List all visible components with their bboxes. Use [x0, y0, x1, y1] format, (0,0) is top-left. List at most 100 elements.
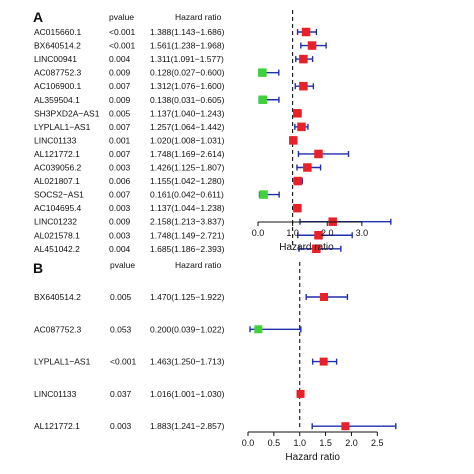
hazard-ratio-cell: 1.561(1.238−1.968)	[150, 41, 225, 51]
pvalue-cell: 0.003	[110, 421, 132, 431]
gene-label: AL121772.1	[34, 149, 80, 159]
hazard-ratio-point	[258, 68, 267, 77]
pvalue-cell: 0.003	[109, 163, 131, 173]
hazard-ratio-cell: 0.161(0.042−0.611)	[150, 190, 224, 200]
gene-label: AL121772.1	[34, 421, 80, 431]
pvalue-cell: 0.037	[110, 389, 132, 399]
panel-letter: A	[33, 9, 43, 25]
gene-label: LYPLAL1−AS1	[34, 122, 91, 132]
hazard-ratio-cell: 1.748(1.149−2.721)	[150, 230, 225, 240]
gene-label: AL359504.1	[34, 95, 80, 105]
pvalue-cell: 0.053	[110, 324, 132, 334]
gene-label: AC106900.1	[34, 81, 82, 91]
hazard-ratio-cell: 1.311(1.091−1.577)	[150, 54, 224, 64]
pvalue-cell: 0.005	[110, 292, 132, 302]
gene-label: AC104695.4	[34, 203, 82, 213]
x-tick-label: 1.0	[286, 228, 299, 238]
hazard-ratio-point	[299, 54, 308, 64]
pvalue-cell: 0.006	[109, 176, 131, 186]
gene-label: LINC01133	[34, 389, 77, 399]
gene-label: AC039056.2	[34, 163, 82, 173]
hazard-ratio-cell: 1.257(1.064−1.442)	[150, 122, 225, 132]
hazard-ratio-point	[296, 389, 305, 398]
x-axis-title: Hazard ratio	[279, 242, 334, 253]
gene-label: AL021807.1	[34, 176, 80, 186]
hazard-ratio-cell: 1.155(1.042−1.280)	[150, 176, 225, 186]
hazard-ratio-cell: 1.137(1.044−1.238)	[150, 203, 225, 213]
gene-label: LINC01232	[34, 217, 77, 227]
pvalue-cell: 0.007	[109, 190, 131, 200]
pvalue-header: pvalue	[109, 12, 134, 22]
hazard-ratio-point	[299, 81, 308, 91]
hazard-ratio-point	[307, 41, 317, 50]
hazard-ratio-point	[320, 293, 329, 301]
gene-label: AL451042.2	[34, 244, 80, 254]
hazard-ratio-cell: 1.016(1.001−1.030)	[150, 389, 225, 399]
pvalue-cell: 0.007	[109, 149, 131, 159]
pvalue-cell: 0.009	[109, 95, 131, 105]
pvalue-cell: 0.007	[109, 122, 131, 132]
hazard-ratio-cell: 1.312(1.076−1.600)	[150, 81, 225, 91]
panel-letter: B	[33, 260, 43, 276]
pvalue-cell: 0.007	[109, 81, 131, 91]
pvalue-cell: 0.004	[109, 244, 131, 254]
x-tick-label: 2.0	[345, 438, 358, 448]
x-tick-label: 3.0	[356, 228, 369, 238]
hazard-ratio-header: Hazard ratio	[175, 12, 222, 22]
hazard-ratio-cell: 1.883(1.241−2.857)	[150, 421, 225, 431]
pvalue-cell: 0.003	[109, 203, 131, 213]
x-axis-title: Hazard ratio	[285, 452, 340, 463]
gene-label: AC015660.1	[34, 27, 82, 37]
hazard-ratio-point	[293, 203, 302, 213]
gene-label: LINC01133	[34, 135, 77, 145]
gene-label: AC087752.3	[34, 324, 82, 334]
gene-label: SH3PXD2A−AS1	[34, 108, 100, 118]
hazard-ratio-cell: 0.138(0.031−0.605)	[150, 95, 225, 105]
pvalue-cell: 0.005	[109, 108, 131, 118]
pvalue-cell: <0.001	[109, 27, 136, 37]
hazard-ratio-cell: 1.426(1.125−1.807)	[150, 163, 225, 173]
gene-label: AL021578.1	[34, 230, 80, 240]
hazard-ratio-point	[293, 109, 302, 118]
x-tick-label: 1.5	[319, 438, 332, 448]
hazard-ratio-cell: 1.470(1.125−1.922)	[150, 292, 225, 302]
hazard-ratio-cell: 1.748(1.169−2.614)	[150, 149, 225, 159]
x-tick-label: 0.5	[268, 438, 281, 448]
pvalue-cell: 0.009	[109, 68, 131, 78]
hazard-ratio-point	[289, 136, 298, 145]
x-tick-label: 0.0	[252, 228, 265, 238]
gene-label: LYPLAL1−AS1	[34, 357, 91, 367]
gene-label: LINC00941	[34, 54, 77, 64]
x-tick-label: 0.0	[242, 438, 255, 448]
hazard-ratio-point	[303, 163, 312, 172]
pvalue-cell: 0.003	[109, 230, 131, 240]
pvalue-cell: <0.001	[109, 41, 136, 51]
x-tick-label: 2.5	[371, 438, 384, 448]
hazard-ratio-cell: 0.200(0.039−1.022)	[150, 324, 225, 334]
hazard-ratio-point	[297, 122, 306, 132]
gene-label: AC087752.3	[34, 68, 82, 78]
hazard-ratio-point	[314, 231, 323, 240]
x-tick-label: 1.0	[293, 438, 306, 448]
hazard-ratio-point	[341, 422, 350, 431]
hazard-ratio-cell: 1.463(1.250−1.713)	[150, 357, 225, 367]
pvalue-header: pvalue	[110, 260, 135, 270]
hazard-ratio-point	[312, 244, 321, 254]
gene-label: SOCS2−AS1	[34, 190, 84, 200]
pvalue-cell: 0.009	[109, 217, 131, 227]
hazard-ratio-point	[314, 149, 323, 159]
gene-label: BX640514.2	[34, 292, 81, 302]
pvalue-cell: <0.001	[110, 357, 137, 367]
hazard-ratio-cell: 1.020(1.008−1.031)	[150, 135, 225, 145]
hazard-ratio-cell: 0.128(0.027−0.600)	[150, 68, 225, 78]
hazard-ratio-point	[259, 190, 268, 199]
gene-label: BX640514.2	[34, 41, 81, 51]
pvalue-cell: 0.001	[109, 135, 131, 145]
hazard-ratio-point	[254, 325, 263, 334]
hazard-ratio-header: Hazard ratio	[175, 260, 222, 270]
hazard-ratio-point	[293, 176, 303, 186]
pvalue-cell: 0.004	[109, 54, 131, 64]
hazard-ratio-cell: 1.137(1.040−1.243)	[150, 108, 225, 118]
